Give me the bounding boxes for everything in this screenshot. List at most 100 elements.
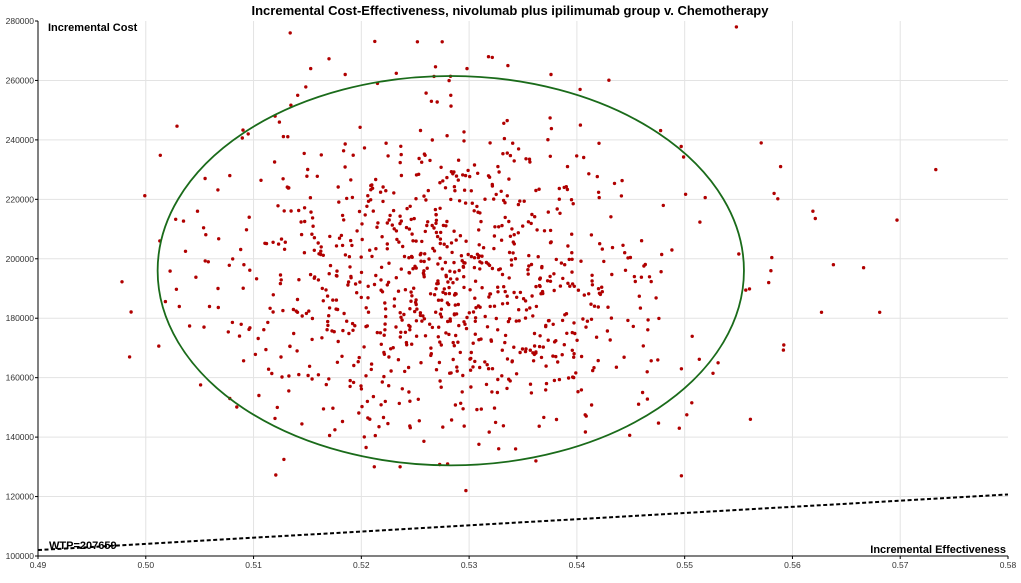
x-tick-label: 0.58 [1000, 560, 1017, 570]
data-point [581, 317, 585, 321]
data-point [492, 197, 496, 201]
data-point [442, 287, 446, 291]
data-point [364, 306, 368, 310]
data-point [501, 152, 505, 156]
data-point [439, 230, 443, 235]
data-point [376, 221, 380, 225]
data-point [576, 288, 581, 292]
data-point [534, 350, 538, 354]
data-point [383, 301, 387, 305]
data-point [554, 339, 558, 343]
data-point [541, 291, 545, 296]
data-point [310, 316, 315, 321]
data-point [127, 355, 132, 359]
data-point [454, 238, 458, 242]
data-point [366, 310, 371, 314]
data-point [398, 335, 402, 339]
data-point [399, 152, 403, 157]
data-point [531, 359, 536, 363]
data-point [181, 219, 186, 223]
data-point [321, 407, 326, 411]
data-point [454, 174, 459, 178]
data-point [614, 365, 619, 369]
data-point [439, 315, 444, 319]
data-point [398, 311, 402, 315]
data-point [343, 142, 347, 146]
data-point [505, 118, 509, 123]
data-point [408, 307, 412, 311]
data-point [464, 488, 468, 493]
data-point [312, 236, 317, 240]
data-point [487, 175, 492, 179]
data-point [437, 325, 441, 329]
y-tick-label: 240000 [6, 135, 35, 145]
data-point [589, 302, 593, 306]
data-point [276, 242, 281, 246]
data-point [734, 25, 739, 29]
data-point [370, 254, 374, 259]
data-point [512, 290, 516, 295]
data-point [435, 100, 439, 104]
data-point [399, 173, 404, 178]
data-point [304, 311, 309, 316]
data-point [337, 200, 341, 204]
data-point [350, 195, 355, 200]
data-point [403, 330, 408, 334]
data-point [350, 321, 355, 326]
data-point [570, 251, 574, 255]
data-point [366, 199, 371, 203]
data-point [507, 177, 511, 181]
data-point [417, 172, 421, 176]
data-point [366, 284, 370, 288]
data-point [407, 390, 411, 394]
x-tick-label: 0.55 [676, 560, 693, 570]
data-point [340, 419, 345, 424]
data-point [478, 365, 482, 370]
data-point [639, 239, 644, 243]
data-point [528, 306, 532, 310]
data-point [602, 259, 606, 264]
data-point [462, 130, 466, 134]
data-point [435, 282, 439, 286]
data-point [592, 366, 596, 370]
data-point [600, 290, 604, 294]
data-point [647, 275, 652, 279]
data-point [462, 188, 467, 192]
data-point [461, 407, 465, 411]
data-point [375, 225, 379, 229]
data-point [471, 341, 475, 345]
data-point [610, 272, 614, 277]
data-point [364, 374, 368, 378]
data-point [444, 273, 448, 277]
data-point [439, 165, 443, 169]
data-point [414, 197, 418, 201]
data-point [239, 247, 243, 252]
data-point [429, 346, 433, 350]
x-axis-title: Incremental Effectiveness [870, 544, 1006, 556]
data-point [397, 401, 401, 406]
data-point [472, 163, 477, 167]
data-point [406, 365, 411, 370]
data-point [217, 237, 221, 241]
data-point [463, 261, 467, 265]
data-point [279, 278, 283, 282]
data-point [598, 242, 602, 246]
data-point [509, 258, 514, 262]
data-point [441, 223, 446, 228]
data-point [658, 128, 663, 133]
data-point [434, 287, 438, 291]
data-point [421, 314, 425, 318]
data-point [605, 329, 610, 333]
data-point [440, 267, 444, 271]
data-point [458, 350, 462, 355]
data-point [507, 250, 512, 255]
data-point [408, 399, 412, 403]
data-point [544, 381, 549, 386]
data-point [394, 276, 398, 280]
data-point [628, 255, 633, 260]
data-point [392, 227, 396, 231]
data-point [574, 371, 578, 375]
data-point [518, 350, 522, 355]
data-point [203, 176, 207, 181]
data-point [469, 189, 473, 193]
